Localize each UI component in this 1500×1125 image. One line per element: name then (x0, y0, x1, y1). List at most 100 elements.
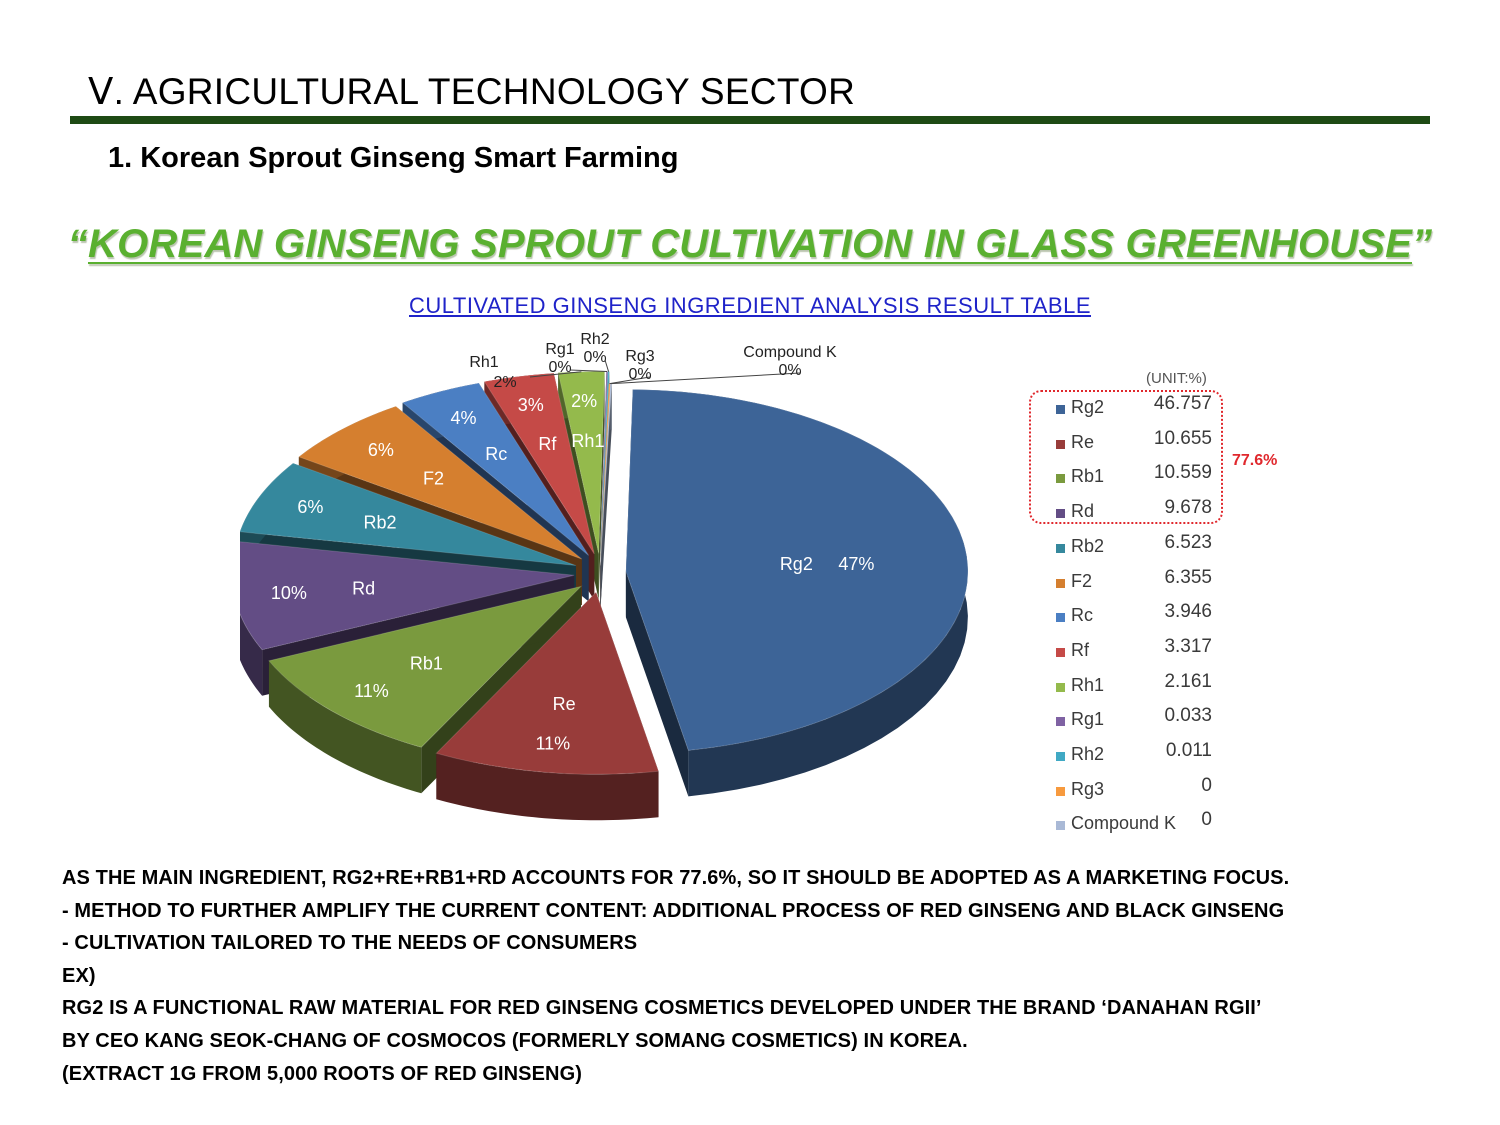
callout-pct-compound-k: 0% (778, 362, 801, 379)
chart-title-link[interactable]: CULTIVATED GINSENG INGREDIENT ANALYSIS R… (409, 293, 1091, 318)
legend-value-rh2: 0.011 (1165, 740, 1212, 761)
legend-name-rg2: Rg2 (1071, 397, 1105, 417)
slice-re (435, 591, 660, 775)
headline-open-quote: “ (67, 222, 88, 266)
legend-name-rc: Rc (1071, 605, 1093, 626)
slice-rb2 (240, 462, 577, 567)
legend-value-rg3: 0 (1201, 774, 1212, 796)
callout-line-compound-k (610, 372, 801, 385)
callout-name-compound-k: Compound K (743, 344, 837, 361)
legend-value-rh1: 2.161 (1164, 670, 1212, 692)
headline-text: KOREAN GINSENG SPROUT CULTIVATION IN GLA… (87, 222, 1413, 266)
legend-name-rb2: Rb2 (1071, 535, 1105, 556)
callout-line-rh1 (529, 371, 582, 378)
legend-value-rg2: 46.757 (1153, 393, 1212, 414)
main-ingredients-total: 77.6% (1232, 452, 1278, 469)
legend-name-rg3: Rg3 (1071, 778, 1105, 799)
note-line-6: BY CEO KANG SEOK-CHANG OF COSMOCOS (FORM… (62, 1030, 968, 1052)
legend-name-compound-k: Compound K (1071, 813, 1177, 834)
legend-name-rb1: Rb1 (1071, 466, 1105, 487)
slice-name-rf: Rf (538, 434, 557, 454)
slice-rc (401, 382, 590, 556)
slice-pct-rb1: 11% (354, 681, 389, 701)
legend-swatch-compound-k (1056, 821, 1065, 831)
legend-swatch-rb1 (1056, 474, 1065, 484)
slice-f2 (297, 405, 583, 560)
pie-chart: Rg2 47% Re 11% Rb1 11% Rd 10% Rb2 6% F2 6% Rc 4% Rf 3% R… (240, 331, 969, 821)
callout-pct-rg3: 0% (628, 366, 651, 383)
callout-line-rg1 (569, 369, 608, 373)
legend-value-rf: 3.317 (1164, 635, 1212, 657)
section-divider (70, 116, 1430, 124)
legend-swatch-re (1056, 439, 1065, 449)
note-line-2: - METHOD TO FURTHER AMPLIFY THE CURRENT … (62, 900, 1285, 922)
callout-line-rg3 (609, 376, 651, 385)
legend-name-rf: Rf (1071, 639, 1089, 660)
legend-name-rh1: Rh1 (1071, 674, 1105, 695)
subsection-title: 1. Korean Sprout Ginseng Smart Farming (108, 142, 679, 174)
slice-name-rc: Rc (485, 444, 507, 464)
callout-pct-rg1: 0% (548, 359, 571, 376)
slice-pct-rb2: 6% (297, 497, 323, 517)
legend-name-re: Re (1071, 431, 1095, 452)
legend-swatch-rc (1056, 613, 1065, 623)
slice-pct-rc: 4% (450, 408, 476, 428)
legend-value-rc: 3.946 (1164, 601, 1212, 623)
legend-name-f2: F2 (1071, 570, 1093, 591)
headline-close-quote: ” (1412, 222, 1433, 266)
slice-name-rb2: Rb2 (363, 512, 396, 532)
legend-swatch-rb2 (1056, 543, 1065, 553)
legend-value-rb2: 6.523 (1164, 531, 1212, 553)
note-line-4: EX) (62, 965, 96, 987)
slice-rh2 (600, 371, 610, 554)
slice-pct-rg2: 47% (838, 554, 874, 574)
legend-value-f2: 6.355 (1164, 566, 1212, 588)
slice-rf (483, 372, 595, 555)
slice-rb1 (268, 585, 583, 748)
legend-swatch-rf (1056, 647, 1065, 657)
legend-value-rb1: 10.559 (1153, 462, 1212, 484)
callout-name-rg1: Rg1 (545, 341, 574, 358)
legend-swatch-rg3 (1056, 786, 1065, 796)
legend-swatch-rg1 (1056, 717, 1065, 727)
legend-value-re: 10.655 (1153, 427, 1212, 449)
legend-name-rg1: Rg1 (1071, 709, 1105, 730)
slice-pct-rd: 10% (271, 583, 307, 603)
legend-name-rh2: Rh2 (1071, 744, 1105, 764)
legend-value-rg1: 0.033 (1164, 705, 1212, 727)
slice-name-re: Re (553, 694, 576, 714)
slice-pct-rh1: 2% (571, 391, 597, 411)
slice-name-rb1: Rb1 (410, 654, 443, 674)
slice-name-f2: F2 (423, 468, 444, 488)
legend-table: Rg2 46.757 Re 10.655 Rb1 10.559 Rd 9.678 Rb2 6.52… (1040, 365, 1300, 845)
note-line-7: (EXTRACT 1G FROM 5,000 ROOTS OF RED GINS… (62, 1063, 583, 1085)
callout-name-rh1: Rh1 (469, 354, 498, 371)
legend-swatch-rd (1056, 509, 1065, 519)
legend-swatch-rh2 (1056, 752, 1065, 761)
slice-pct-rf: 3% (518, 395, 544, 415)
slice-rg2 (625, 388, 969, 751)
note-line-3: - CULTIVATION TAILORED TO THE NEEDS OF C… (62, 932, 638, 954)
callout-line-rh2 (604, 359, 610, 372)
unit-label: (UNIT:%) (1146, 370, 1207, 387)
slice-name-rd: Rd (352, 578, 375, 598)
slice-pct-re: 11% (535, 733, 570, 753)
slice-name-rg2: Rg2 (780, 554, 813, 574)
note-line-1: AS THE MAIN INGREDIENT, RG2+RE+RB1+RD AC… (62, 867, 1290, 889)
legend-swatch-f2 (1056, 578, 1065, 588)
note-line-5: RG2 IS A FUNCTIONAL RAW MATERIAL FOR RED… (62, 997, 1262, 1019)
legend-value-rd: 9.678 (1164, 497, 1212, 519)
legend-swatch-rh1 (1056, 682, 1065, 692)
slice-name-rh1: Rh1 (571, 431, 604, 451)
slice-rd (240, 541, 575, 651)
slice-pct-f2: 6% (368, 440, 394, 460)
legend-swatch-rg2 (1056, 405, 1065, 414)
callout-pct-rh1: 2% (493, 374, 516, 391)
main-ingredients-highlight-box (1029, 390, 1223, 524)
legend-value-compound-k: 0 (1201, 809, 1212, 831)
headline: “KOREAN GINSENG SPROUT CULTIVATION IN GL… (0, 222, 1500, 267)
callout-pct-rh2: 0% (583, 349, 606, 366)
callout-name-rg3: Rg3 (625, 348, 654, 365)
legend-name-rd: Rd (1071, 501, 1095, 522)
section-title: Ⅴ. AGRICULTURAL TECHNOLOGY SECTOR (88, 71, 856, 112)
